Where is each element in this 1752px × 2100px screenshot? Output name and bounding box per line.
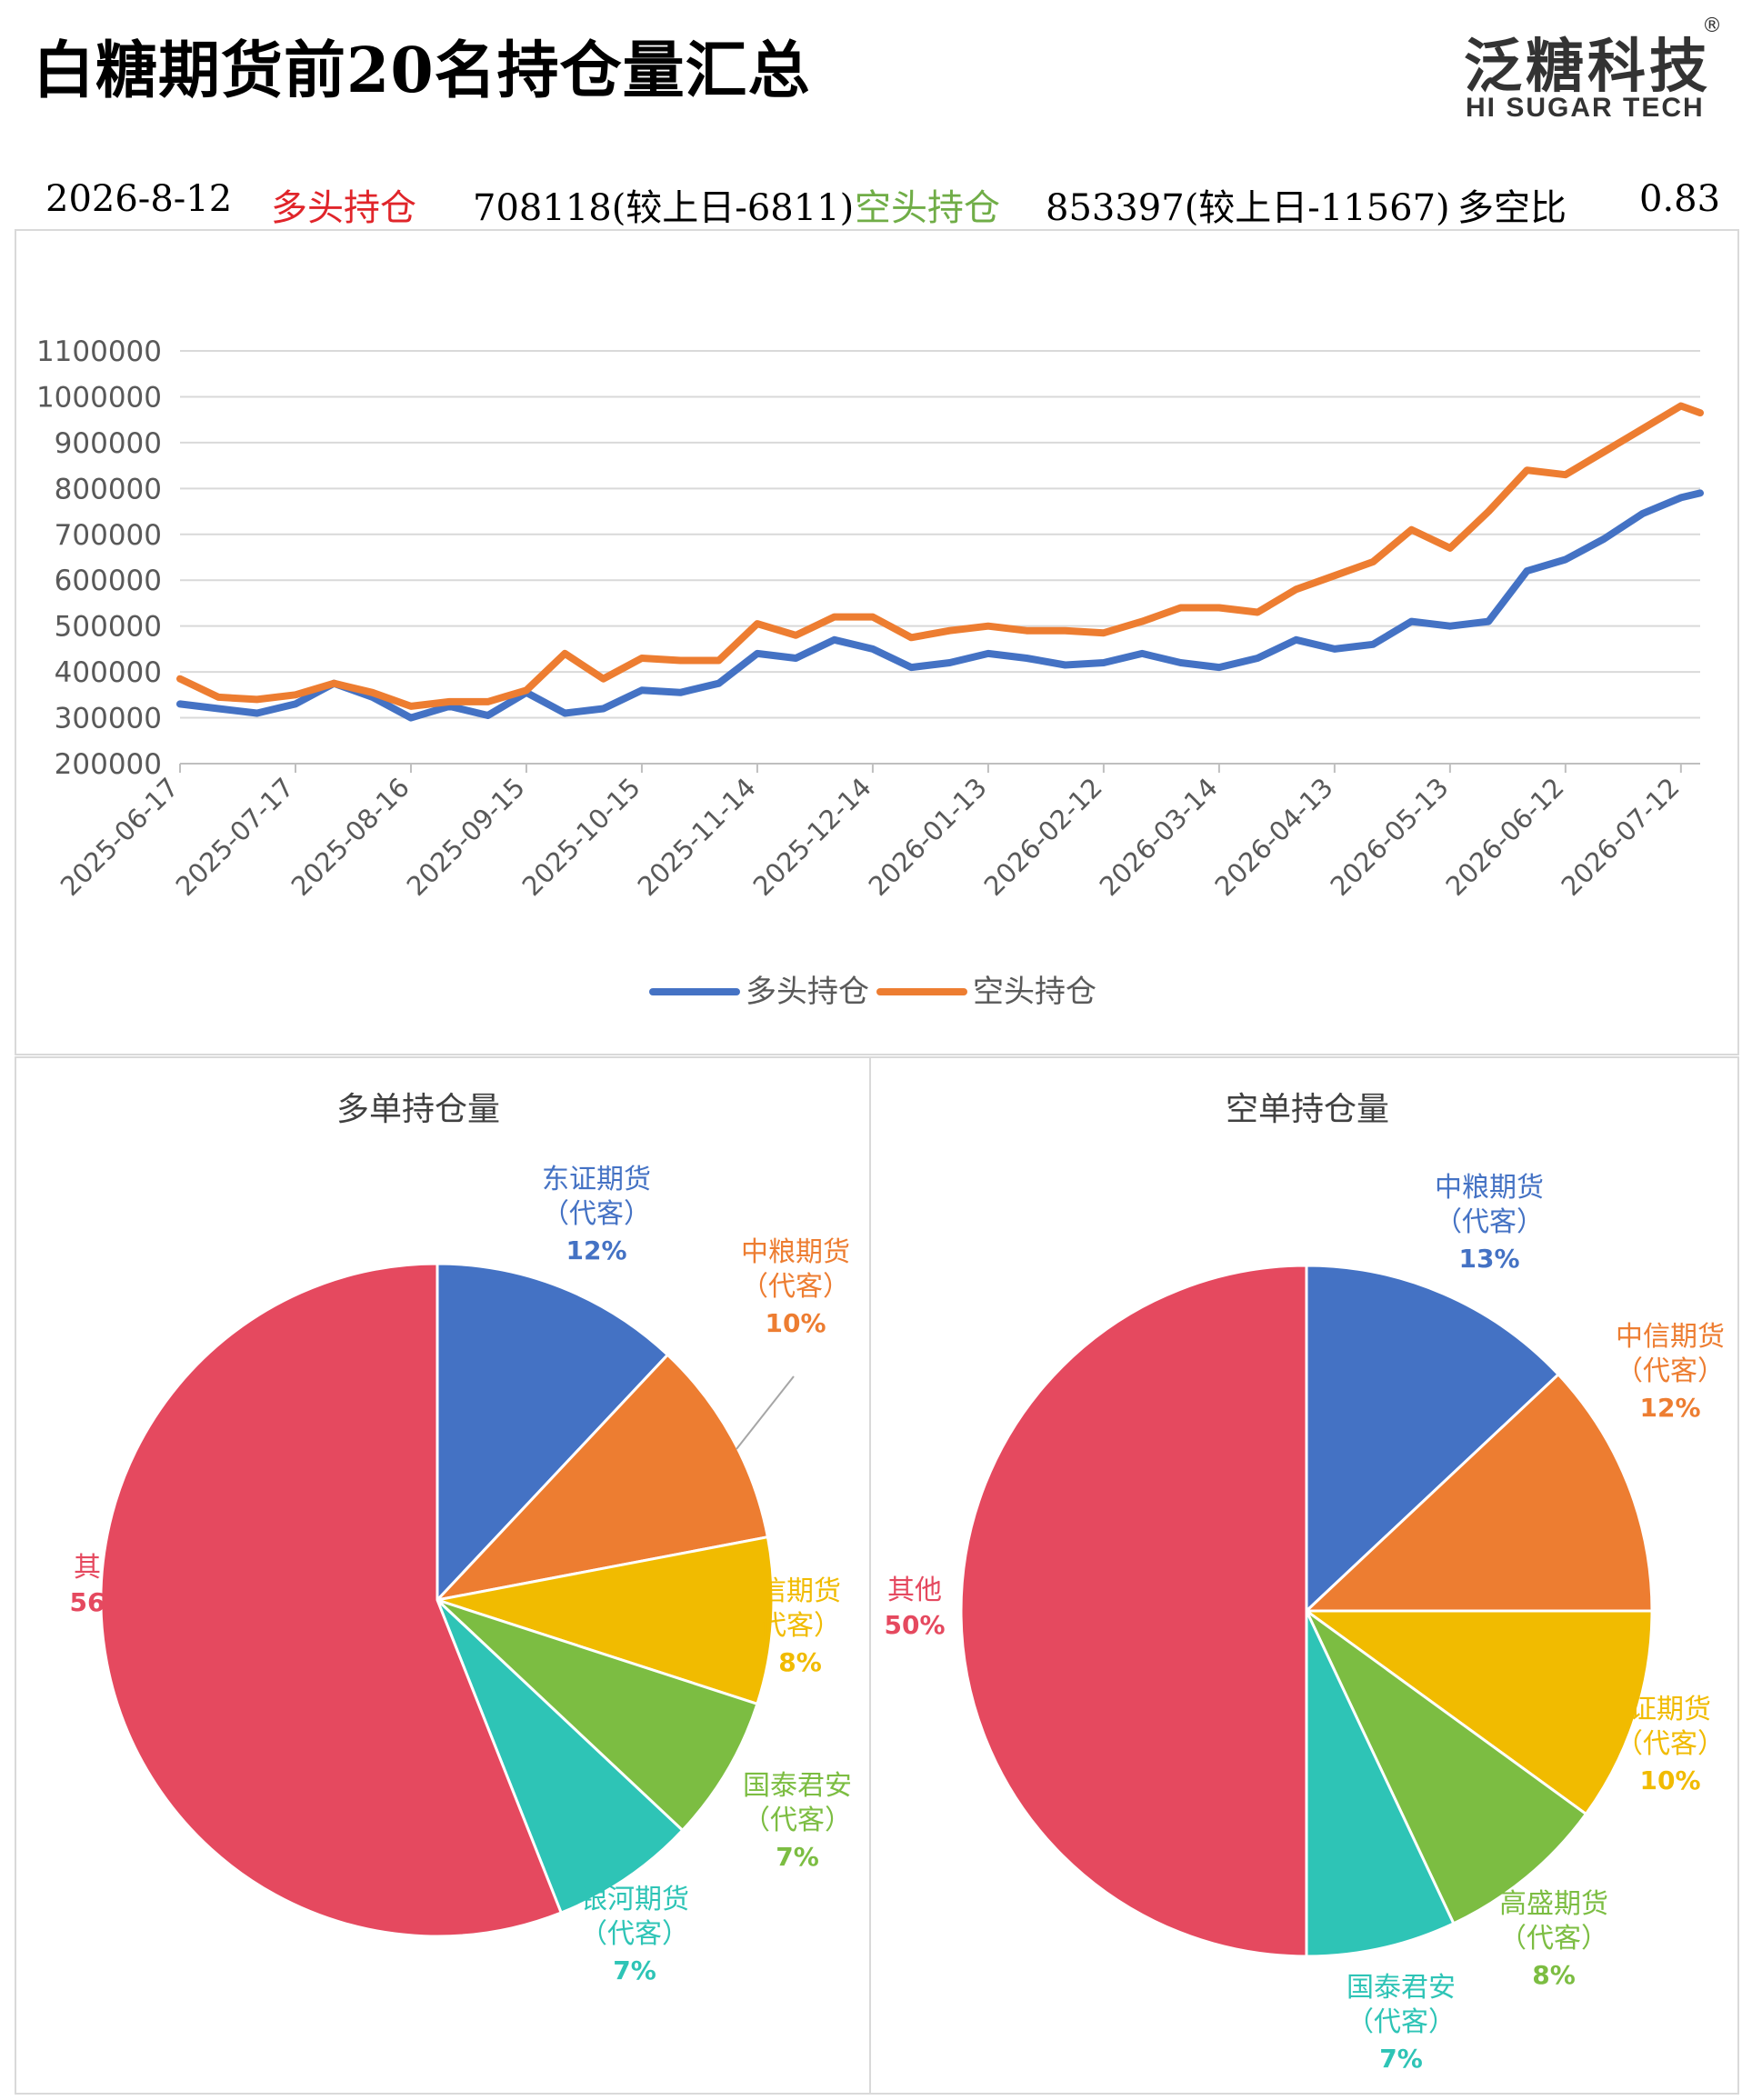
slice-percent: 12%: [1639, 1393, 1700, 1423]
y-tick-label: 600000: [55, 565, 162, 597]
brand-logo: 泛糖科技 ® HI SUGAR TECH: [1464, 15, 1737, 129]
short-position-label: 空头持仓: [855, 187, 1000, 229]
slice-percent: 50%: [884, 1610, 945, 1640]
slice-sublabel: （代客）: [1435, 1206, 1544, 1238]
slice-sublabel: （代客）: [743, 1805, 852, 1836]
legend-label: 空头持仓: [973, 974, 1096, 1010]
x-tick-label: 2025-10-15: [516, 772, 646, 902]
registered-mark: ®: [1702, 15, 1722, 37]
short-position-value: 853397(较上日-11567): [1046, 187, 1450, 229]
slice-sublabel: （代客）: [1499, 1923, 1608, 1955]
pie-slice: [1303, 1372, 1654, 1613]
slice-label: 中粮期货: [1435, 1172, 1544, 1204]
pie-slice: [1305, 1610, 1456, 1958]
x-tick-label: 2026-01-13: [863, 772, 993, 902]
line-chart-panel: 200000 300000 400000 500000 600000 700000 8000…: [15, 229, 1739, 1055]
slice-percent: 7%: [776, 1842, 819, 1872]
slice-label: 信期货: [759, 1575, 841, 1607]
slice-sublabel: （代客）: [1616, 1728, 1725, 1760]
y-tick-label: 500000: [55, 611, 162, 644]
slice-label: 其: [74, 1552, 101, 1584]
pie-slice: [1305, 1264, 1561, 1615]
short-pie-panel: 空单持仓量 中粮期货 （代客） 13% 中信期货 （代客） 12% 证期货 （代客） 10% 高盛期…: [869, 1056, 1739, 2095]
x-tick-label: 2026-04-13: [1209, 772, 1339, 902]
long-short-ratio-label: 多空比: [1457, 187, 1567, 229]
slice-label: 证期货: [1629, 1694, 1711, 1725]
long-position-label: 多头持仓: [271, 187, 416, 229]
slice-sublabel: （代客）: [1347, 2006, 1456, 2038]
slice-label: 中粮期货: [741, 1236, 850, 1268]
pie-title: 空单持仓量: [1226, 1091, 1389, 1128]
slice-percent: 8%: [778, 1647, 822, 1677]
slice-label: 其他: [887, 1575, 942, 1606]
pie-slice: [99, 1262, 564, 1938]
x-tick-label: 2025-06-17: [55, 772, 185, 902]
x-tick-label: 2025-12-14: [747, 772, 877, 902]
long-short-ratio-value: 0.83: [1639, 178, 1721, 220]
x-tick-label: 2025-07-17: [170, 772, 300, 902]
y-tick-label: 400000: [55, 656, 162, 689]
y-tick-label: 1100000: [36, 335, 162, 368]
slice-percent: 13%: [1458, 1244, 1519, 1274]
y-tick-label: 700000: [55, 519, 162, 552]
x-tick-label: 2026-07-12: [1556, 772, 1686, 902]
slice-percent: 7%: [613, 1955, 656, 1985]
slice-label: 高盛期货: [1499, 1888, 1608, 1920]
slice-percent: 10%: [765, 1308, 826, 1338]
slice-label: 国泰君安: [1347, 1972, 1456, 2004]
x-tick-label: 2026-02-12: [978, 772, 1108, 902]
slice-sublabel: 代客）: [759, 1610, 841, 1642]
x-tick-label: 2026-05-13: [1325, 772, 1455, 902]
pie-slice: [436, 1535, 776, 1706]
slice-sublabel: （代客）: [741, 1271, 850, 1303]
slice-percent: 8%: [1532, 1960, 1576, 1990]
pie-slice: [435, 1262, 670, 1604]
slice-sublabel: （代客）: [580, 1918, 689, 1950]
slice-label: 国泰君安: [743, 1770, 852, 1802]
pie-slice: [959, 1264, 1308, 1958]
x-tick-label: 2025-09-15: [401, 772, 531, 902]
x-tick-label: 2025-08-16: [285, 772, 415, 902]
pie-slice: [433, 1353, 770, 1603]
x-tick-label: 2026-06-12: [1440, 772, 1570, 902]
series-line: [176, 489, 1704, 722]
pie-title: 多单持仓量: [336, 1091, 500, 1128]
slice-percent: 56: [70, 1587, 105, 1617]
short-position-pie-chart: 空单持仓量中粮期货（代客）13%中信期货（代客）12%证期货（代客）10%高盛期…: [884, 1091, 1725, 2074]
y-tick-label: 800000: [55, 473, 162, 505]
pie-slice: [435, 1598, 685, 1915]
legend-label: 多头持仓: [746, 974, 869, 1010]
open-interest-line-chart: 200000 300000 400000 500000 600000 700000 8000…: [36, 335, 1704, 1010]
slice-percent: 7%: [1379, 2044, 1423, 2074]
brand-name-cn: 泛糖科技: [1464, 34, 1711, 101]
long-position-value: 708118(较上日-6811): [473, 187, 855, 229]
slice-percent: 10%: [1639, 1765, 1700, 1795]
long-pie-panel: 多单持仓量 东证期货 （代客） 12% 中粮期货 （代客） 10% 信期货 代客） 8% 国泰君安（…: [15, 1056, 871, 2095]
y-tick-label: 200000: [55, 748, 162, 781]
x-tick-label: 2026-03-14: [1094, 772, 1224, 902]
report-date: 2026-8-12: [45, 178, 233, 220]
brand-name-en: HI SUGAR TECH: [1466, 93, 1705, 123]
pie-slice: [435, 1598, 759, 1833]
series-line: [176, 402, 1704, 710]
slice-sublabel: （代客）: [542, 1198, 651, 1230]
slice-label: 中信期货: [1616, 1321, 1725, 1353]
y-tick-label: 900000: [55, 427, 162, 460]
leader-line: [736, 1375, 795, 1450]
y-tick-label: 1000000: [36, 381, 162, 414]
pie-slice: [1305, 1609, 1588, 1925]
slice-sublabel: （代客）: [1616, 1355, 1725, 1387]
y-tick-label: 300000: [55, 703, 162, 735]
pie-slice: [1302, 1609, 1654, 1816]
x-tick-label: 2025-11-14: [632, 772, 762, 902]
page-title: 白糖期货前20名持仓量汇总: [33, 35, 811, 107]
slice-label: 银河期货: [580, 1884, 689, 1915]
slice-label: 东证期货: [542, 1164, 651, 1195]
slice-percent: 12%: [566, 1235, 626, 1265]
